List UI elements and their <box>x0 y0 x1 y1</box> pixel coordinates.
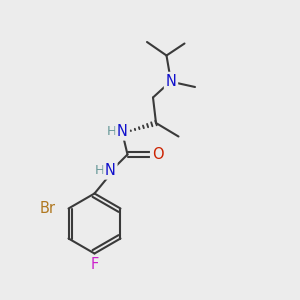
Text: O: O <box>152 147 163 162</box>
Text: N: N <box>166 74 176 88</box>
Text: N: N <box>117 124 128 139</box>
Text: Br: Br <box>40 201 56 216</box>
Text: H: H <box>107 125 116 138</box>
Text: N: N <box>105 163 116 178</box>
Text: F: F <box>90 257 99 272</box>
Text: H: H <box>95 164 104 177</box>
